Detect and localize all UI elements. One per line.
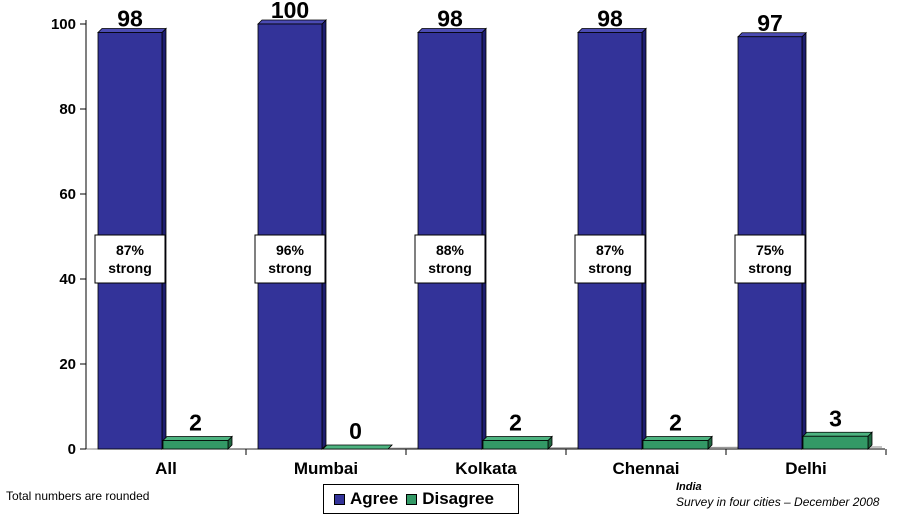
data-label-agree-chennai: 98 [597, 6, 623, 32]
legend-item-agree: Agree [334, 489, 398, 509]
strong-pct-chennai: 87% [596, 242, 625, 258]
strong-word-delhi: strong [748, 260, 792, 276]
legend-item-disagree: Disagree [406, 489, 494, 509]
source-country: India [676, 481, 702, 493]
y-tick-label-40: 40 [59, 271, 76, 288]
strong-pct-mumbai: 96% [276, 242, 305, 258]
footnote-rounded: Total numbers are rounded [6, 489, 150, 503]
strong-word-kolkata: strong [428, 260, 472, 276]
bar-disagree-kolkata [482, 440, 549, 450]
strong-word-chennai: strong [588, 260, 632, 276]
data-label-agree-mumbai: 100 [271, 0, 309, 23]
y-tick-label-0: 0 [68, 441, 76, 458]
bar-disagree-chennai [642, 440, 709, 450]
y-tick-label-60: 60 [59, 186, 76, 203]
legend-swatch-agree [334, 493, 345, 505]
strong-box-kolkata [414, 234, 486, 284]
strong-pct-delhi: 75% [756, 242, 785, 258]
bar-disagree-kolkata-top [482, 436, 553, 441]
strong-word-all: strong [108, 260, 152, 276]
data-label-agree-all: 98 [117, 6, 143, 32]
data-label-disagree-chennai: 2 [669, 410, 682, 436]
data-label-agree-kolkata: 98 [437, 6, 463, 32]
bar-chart: 0 20 40 60 80 100 98 87% strong 2 All 100 96% strong 0… [51, 0, 887, 478]
strong-word-mumbai: strong [268, 260, 312, 276]
strong-box-delhi [734, 234, 806, 284]
strong-pct-kolkata: 88% [436, 242, 465, 258]
data-label-disagree-all: 2 [189, 410, 202, 436]
data-label-agree-delhi: 97 [757, 10, 783, 36]
bar-disagree-delhi-top [802, 431, 873, 437]
legend-swatch-disagree [406, 493, 418, 505]
bar-disagree-delhi [802, 435, 869, 450]
x-tick-label-chennai: Chennai [612, 459, 679, 478]
data-label-disagree-kolkata: 2 [509, 410, 522, 436]
bar-disagree-chennai-top [642, 436, 713, 441]
bar-disagree-all [162, 440, 229, 450]
bar-disagree-all-top [162, 436, 233, 441]
legend-label-disagree: Disagree [422, 489, 495, 508]
x-tick-label-kolkata: Kolkata [455, 459, 517, 478]
strong-box-all [94, 234, 166, 284]
y-tick-label-80: 80 [59, 101, 76, 118]
chart-legend: Agree Disagree [323, 484, 519, 514]
source-survey: Survey in four cities – December 2008 [676, 495, 880, 509]
x-tick-label-all: All [155, 459, 177, 478]
legend-label-agree: Agree [350, 489, 399, 508]
data-label-disagree-delhi: 3 [829, 405, 842, 431]
y-tick-label-100: 100 [51, 16, 76, 33]
strong-box-mumbai [254, 234, 326, 284]
strong-box-chennai [574, 234, 646, 284]
x-tick-label-mumbai: Mumbai [294, 459, 358, 478]
x-tick-label-delhi: Delhi [785, 459, 827, 478]
data-label-disagree-mumbai: 0 [349, 418, 362, 444]
bar-disagree-mumbai-top [322, 444, 393, 450]
y-tick-label-20: 20 [59, 356, 76, 373]
strong-pct-all: 87% [116, 242, 145, 258]
